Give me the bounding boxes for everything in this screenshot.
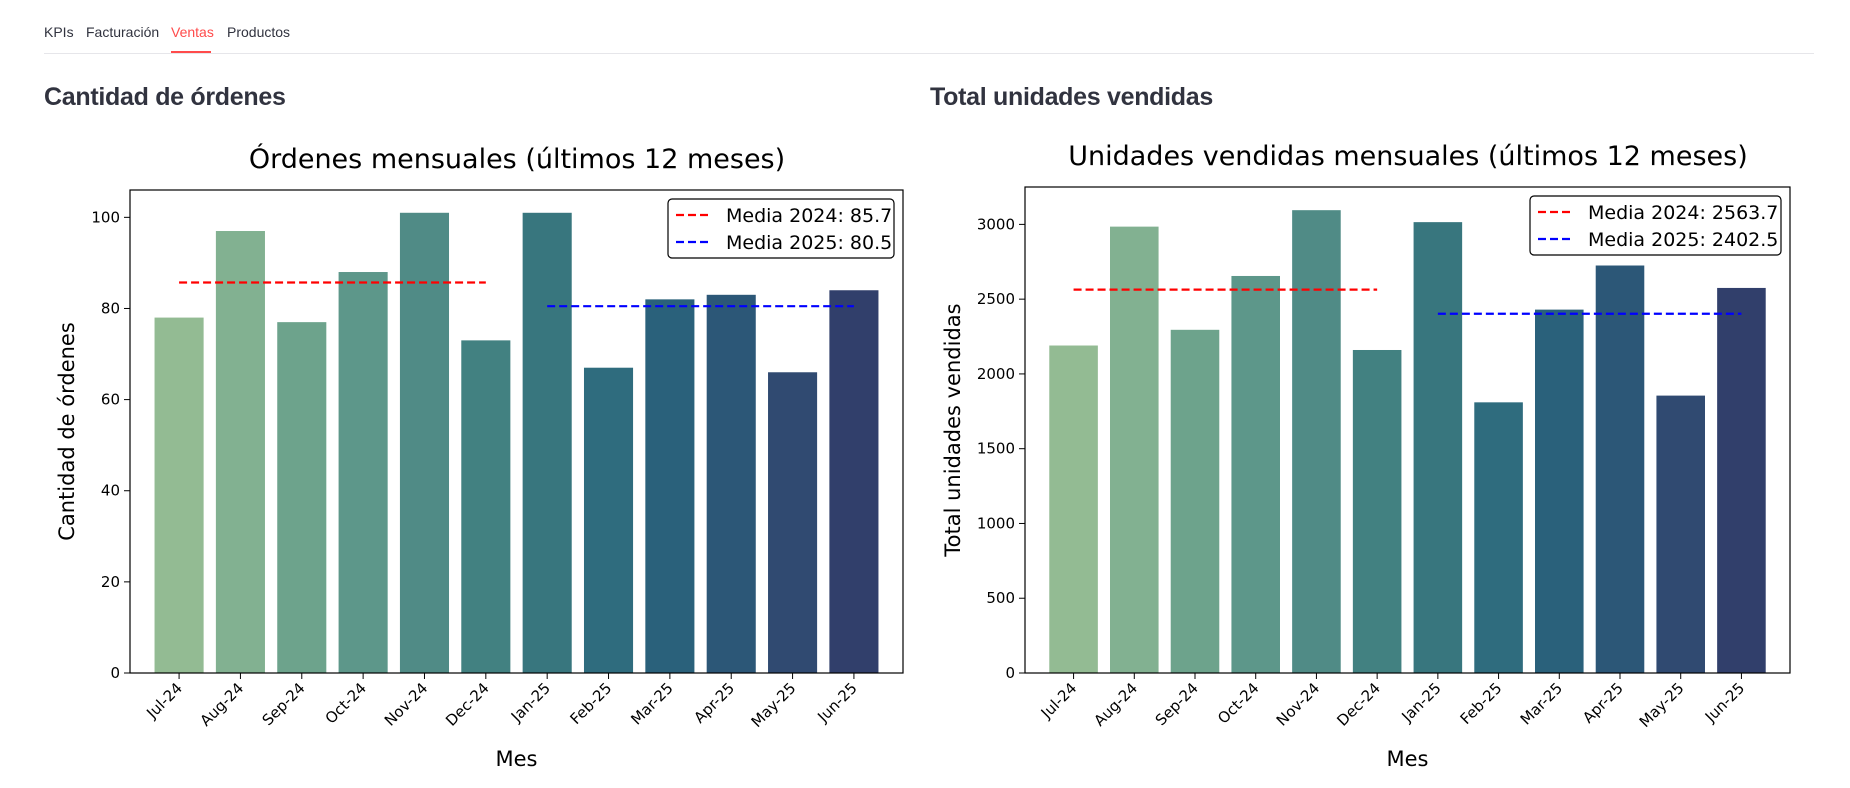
x-tick-label: May-25 [1636, 679, 1688, 731]
y-tick-label: 40 [101, 482, 120, 500]
x-axis-label: Mes [496, 747, 538, 771]
y-tick-label: 0 [110, 664, 120, 682]
bar-nov-24 [1292, 210, 1341, 673]
x-tick-label: Apr-25 [1579, 679, 1627, 727]
bar-sep-24 [1170, 329, 1220, 673]
y-tick-label: 500 [986, 589, 1015, 607]
x-tick-label: Oct-24 [1214, 679, 1262, 727]
legend-box [667, 198, 895, 259]
bar-mar-25 [645, 299, 695, 673]
bar-jun-25 [1717, 287, 1766, 673]
section-title-ordenes: Cantidad de órdenes [44, 83, 286, 111]
bar-sep-24 [277, 322, 327, 673]
bar-jul-24 [154, 317, 204, 673]
bar-may-25 [1656, 395, 1705, 673]
y-tick-label: 20 [101, 573, 120, 591]
y-axis-label: Total unidades vendidas [941, 303, 965, 557]
y-tick-label: 60 [101, 391, 120, 409]
y-tick-label: 2000 [977, 365, 1015, 383]
x-tick-label: Aug-24 [1090, 679, 1141, 730]
plot-frame [1024, 186, 1791, 674]
bar-oct-24 [1231, 275, 1280, 673]
y-tick-label: 100 [91, 208, 120, 226]
bar-nov-24 [399, 212, 450, 673]
bar-aug-24 [215, 231, 265, 673]
x-axis-label: Mes [1387, 747, 1429, 771]
bar-may-25 [768, 372, 818, 673]
section-title-unidades: Total unidades vendidas [930, 83, 1213, 111]
bar-dec-24 [461, 340, 511, 673]
x-tick-label: Jan-25 [1398, 679, 1445, 726]
bar-mar-25 [1535, 309, 1584, 673]
bar-oct-24 [338, 272, 388, 673]
x-tick-label: Dec-24 [1333, 679, 1384, 730]
tab-bar: KPIs Facturación Ventas Productos [44, 0, 1814, 54]
tab-productos[interactable]: Productos [227, 24, 291, 40]
bar-jul-24 [1049, 345, 1098, 673]
legend-label-2025: Media 2025: 80.5 [726, 232, 892, 254]
bar-jun-25 [829, 290, 879, 673]
y-tick-label: 0 [1005, 664, 1015, 682]
x-tick-label: Nov-24 [1273, 679, 1323, 729]
bar-feb-25 [1474, 402, 1523, 673]
active-tab-indicator [171, 51, 211, 53]
y-tick-label: 3000 [977, 215, 1015, 233]
legend-label-2024: Media 2024: 85.7 [726, 205, 892, 227]
bar-jan-25 [1413, 222, 1463, 673]
y-tick-label: 2500 [977, 290, 1015, 308]
x-tick-label: Feb-25 [1457, 679, 1506, 728]
y-axis-label: Cantidad de órdenes [55, 322, 79, 541]
bar-dec-24 [1352, 349, 1402, 673]
y-tick-label: 1000 [977, 514, 1015, 532]
y-tick-label: 1500 [977, 440, 1015, 458]
tab-facturacion[interactable]: Facturación [86, 24, 160, 40]
bar-jan-25 [522, 212, 572, 673]
bar-apr-25 [706, 294, 756, 673]
x-tick-label: Mar-25 [1517, 679, 1566, 728]
bar-aug-24 [1110, 226, 1159, 673]
chart-title: Órdenes mensuales (últimos 12 meses) [249, 143, 785, 175]
bar-apr-25 [1595, 265, 1645, 673]
chart-title: Unidades vendidas mensuales (últimos 12 … [1068, 141, 1747, 172]
tab-ventas[interactable]: Ventas [171, 24, 214, 40]
legend-box [1529, 195, 1782, 256]
tab-kpis[interactable]: KPIs [44, 24, 74, 40]
x-tick-label: Jun-25 [1701, 679, 1748, 726]
legend-label-2024: Media 2024: 2563.7 [1588, 202, 1778, 224]
legend-label-2025: Media 2025: 2402.5 [1588, 229, 1778, 251]
plot-frame [129, 189, 904, 674]
x-tick-label: Sep-24 [1152, 679, 1202, 729]
y-tick-label: 80 [101, 299, 120, 317]
bar-feb-25 [583, 367, 634, 673]
x-tick-label: Jul-24 [1037, 679, 1081, 723]
